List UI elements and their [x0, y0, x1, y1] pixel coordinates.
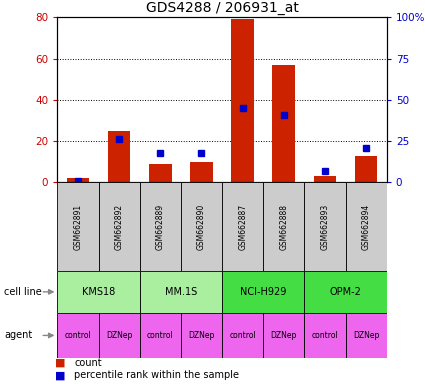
Text: DZNep: DZNep — [271, 331, 297, 340]
Text: MM.1S: MM.1S — [165, 287, 197, 297]
Text: control: control — [229, 331, 256, 340]
Title: GDS4288 / 206931_at: GDS4288 / 206931_at — [146, 1, 298, 15]
Bar — [304, 313, 346, 358]
Bar — [99, 182, 140, 271]
Text: count: count — [74, 358, 102, 368]
Bar — [140, 271, 222, 313]
Bar — [181, 313, 222, 358]
Bar — [108, 131, 130, 182]
Text: DZNep: DZNep — [353, 331, 380, 340]
Bar — [231, 19, 254, 182]
Text: GSM662890: GSM662890 — [197, 204, 206, 250]
Bar — [272, 65, 295, 182]
Bar — [263, 313, 304, 358]
Text: percentile rank within the sample: percentile rank within the sample — [74, 370, 239, 380]
Bar — [263, 182, 304, 271]
Text: KMS18: KMS18 — [82, 287, 115, 297]
Text: DZNep: DZNep — [188, 331, 215, 340]
Text: OPM-2: OPM-2 — [330, 287, 362, 297]
Bar — [304, 271, 387, 313]
Bar — [346, 182, 387, 271]
Text: GSM662888: GSM662888 — [279, 204, 288, 250]
Bar — [140, 182, 181, 271]
Bar — [181, 182, 222, 271]
Bar — [99, 313, 140, 358]
Text: GSM662887: GSM662887 — [238, 204, 247, 250]
Bar — [190, 162, 213, 182]
Bar — [149, 164, 172, 182]
Bar — [57, 271, 140, 313]
Bar — [140, 313, 181, 358]
Text: GSM662891: GSM662891 — [74, 204, 82, 250]
Bar — [346, 313, 387, 358]
Text: ■: ■ — [55, 358, 66, 368]
Text: GSM662892: GSM662892 — [115, 204, 124, 250]
Text: agent: agent — [4, 330, 32, 341]
Bar — [222, 271, 304, 313]
Text: control: control — [147, 331, 174, 340]
Bar — [57, 313, 99, 358]
Bar — [314, 176, 336, 182]
Text: control: control — [65, 331, 91, 340]
Bar — [304, 182, 346, 271]
Bar — [222, 182, 263, 271]
Bar — [222, 313, 263, 358]
Text: control: control — [312, 331, 338, 340]
Text: GSM662893: GSM662893 — [320, 204, 329, 250]
Text: GSM662894: GSM662894 — [362, 204, 371, 250]
Text: ■: ■ — [55, 370, 66, 380]
Text: NCI-H929: NCI-H929 — [240, 287, 286, 297]
Bar — [355, 156, 377, 182]
Bar — [67, 178, 89, 182]
Text: cell line: cell line — [4, 287, 42, 297]
Text: DZNep: DZNep — [106, 331, 132, 340]
Bar — [57, 182, 99, 271]
Text: GSM662889: GSM662889 — [156, 204, 165, 250]
